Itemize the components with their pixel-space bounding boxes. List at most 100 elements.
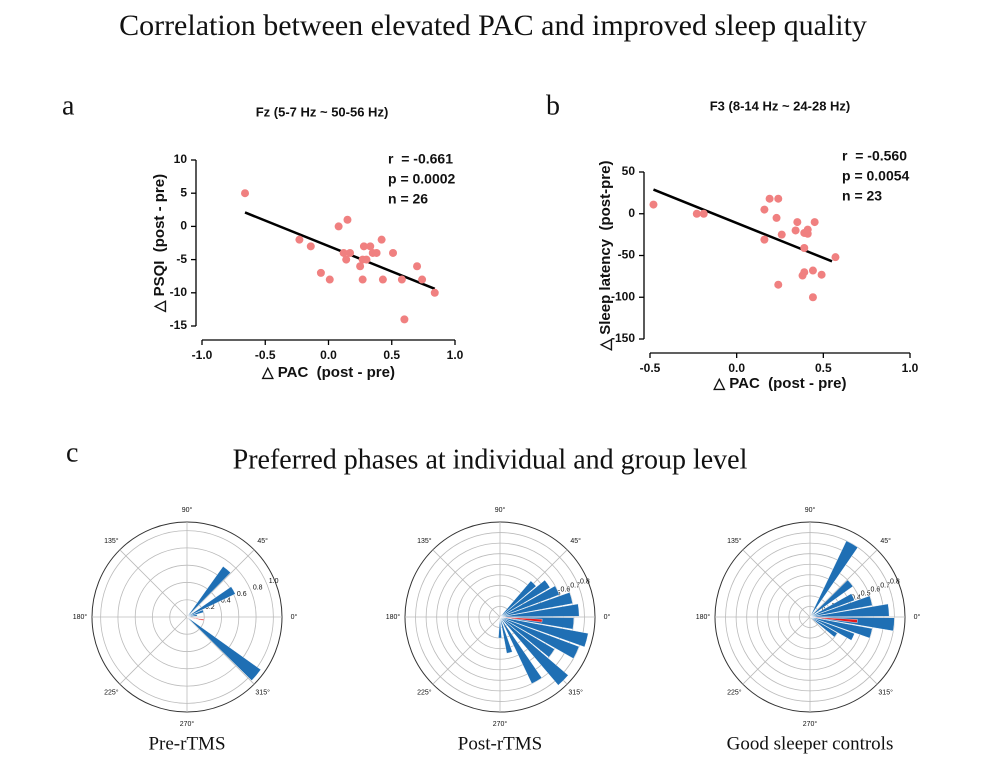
point: [649, 200, 658, 209]
y-tick-label: -10: [170, 285, 188, 299]
panel-label: c: [66, 437, 78, 468]
phase-bar: [809, 603, 890, 618]
point: [808, 266, 817, 275]
point: [358, 275, 367, 284]
chart-title: Fz (5-7 Hz ~ 50-56 Hz): [256, 104, 389, 119]
r-tick-label: 0.7: [570, 583, 580, 590]
point: [774, 280, 783, 289]
theta-tick-label: 135°: [727, 537, 742, 545]
theta-tick-label: 315°: [255, 689, 270, 697]
r-tick-label: 0.2: [205, 604, 215, 611]
phase-bar: [499, 616, 543, 623]
point: [334, 222, 343, 231]
y-tick-label: 10: [174, 152, 188, 166]
phase-bar: [499, 580, 537, 618]
point: [377, 235, 386, 244]
point: [325, 275, 334, 284]
phase-bar: [499, 616, 569, 686]
point: [774, 194, 783, 203]
r-tick-label: 0.6: [561, 587, 571, 594]
x-tick-label: 1.0: [902, 361, 919, 375]
point: [366, 242, 375, 251]
grid-spoke: [742, 549, 811, 618]
point: [793, 218, 802, 227]
y-tick-label: 50: [622, 164, 636, 178]
r-tick-label: 0.6: [237, 591, 247, 598]
phase-bar: [186, 609, 204, 618]
annotation: n = 23: [842, 188, 882, 204]
point: [699, 209, 708, 218]
point: [772, 213, 781, 222]
annotation: p = 0.0002: [388, 171, 456, 187]
point: [372, 248, 381, 257]
x-tick-label: -0.5: [640, 361, 661, 375]
theta-tick-label: 0°: [604, 613, 611, 621]
phase-bar: [186, 586, 236, 618]
theta-tick-label: 270°: [803, 720, 818, 728]
point: [765, 194, 774, 203]
phase-bar: [809, 579, 854, 618]
grid-spoke: [119, 549, 188, 618]
phase-bar: [499, 579, 551, 618]
point: [831, 253, 840, 262]
point: [359, 242, 368, 251]
grid-spoke: [432, 616, 501, 685]
theta-tick-label: 0°: [914, 613, 921, 621]
point: [306, 242, 315, 251]
grid-spoke: [119, 616, 188, 685]
point: [791, 226, 800, 235]
point: [241, 189, 250, 198]
phase-bar: [499, 616, 543, 684]
x-tick-label: 1.0: [447, 348, 464, 362]
y-tick-label: -100: [611, 289, 635, 303]
y-axis-label: △ Sleep latency (post-pre): [597, 161, 614, 352]
annotation: n = 26: [388, 191, 428, 207]
panel-label: b: [546, 90, 560, 121]
point: [362, 255, 371, 264]
phase-bar: [499, 585, 560, 618]
r-tick-label: 0.7: [880, 583, 890, 590]
y-tick-label: 0: [628, 206, 635, 220]
theta-tick-label: 180°: [386, 613, 401, 621]
phase-bar: [499, 592, 573, 618]
phase-bar: [498, 616, 502, 639]
grid-spoke: [432, 549, 501, 618]
grid-spoke: [742, 616, 811, 685]
r-tick-label: 0.8: [580, 579, 590, 586]
theta-tick-label: 225°: [104, 689, 119, 697]
phase-bar: [809, 616, 838, 638]
panel-label: a: [62, 90, 75, 121]
point: [413, 262, 422, 271]
theta-tick-label: 180°: [696, 613, 711, 621]
theta-tick-label: 225°: [727, 689, 742, 697]
section-title: Preferred phases at individual and group…: [233, 444, 748, 475]
r-tick-label: 0.5: [861, 591, 871, 598]
phase-bar: [186, 616, 205, 621]
theta-tick-label: 315°: [568, 689, 583, 697]
theta-tick-label: 45°: [570, 537, 581, 545]
y-tick-label: 0: [180, 219, 187, 233]
r-tick-label: 0.4: [221, 598, 231, 605]
phase-bar: [809, 616, 858, 624]
point: [378, 275, 387, 284]
point: [692, 209, 701, 218]
theta-tick-label: 315°: [878, 689, 893, 697]
point: [389, 248, 398, 257]
point: [760, 235, 769, 244]
figure-title: Correlation between elevated PAC and imp…: [119, 9, 867, 42]
phase-bar: [186, 614, 198, 618]
point: [798, 271, 807, 280]
y-tick-label: -150: [611, 331, 635, 345]
point: [810, 218, 819, 227]
point: [777, 230, 786, 239]
phase-bar: [499, 616, 589, 648]
theta-tick-label: 135°: [417, 537, 432, 545]
point: [400, 315, 409, 324]
y-tick-label: -5: [176, 252, 187, 266]
annotation: r = -0.661: [388, 151, 453, 167]
y-tick-label: -50: [618, 248, 636, 262]
phase-bar: [186, 616, 262, 681]
annotation: r = -0.560: [842, 148, 907, 164]
caption: Pre-rTMS: [148, 733, 225, 754]
chart-title: F3 (8-14 Hz ~ 24-28 Hz): [710, 98, 851, 113]
